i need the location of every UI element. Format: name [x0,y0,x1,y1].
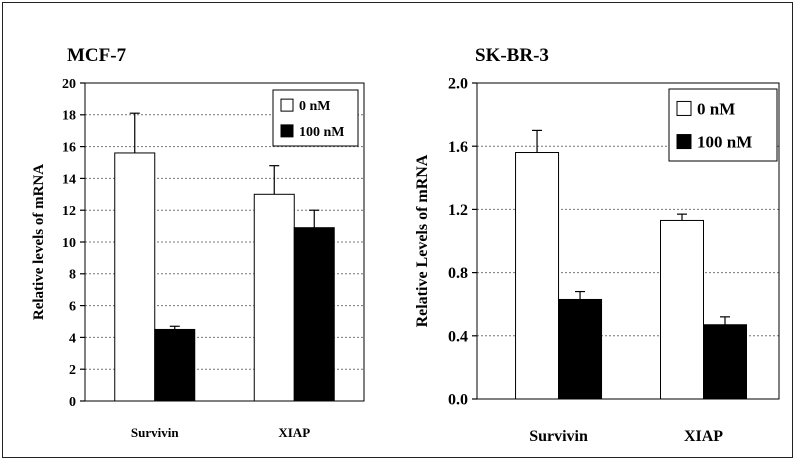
figure-canvas: MCF-7 Relative levels of mRNA 0 2 4 6 8 10 12 14 1… [31,45,780,445]
y-tick-label: 16 [62,141,76,156]
x-category-label: Survivin [529,428,588,445]
y-tick-label: 12 [62,204,76,219]
bar-xiap-0nm [660,219,704,400]
bar-survivin-0nm [114,152,156,402]
legend-label: 0 nM [697,99,735,118]
legend-label: 0 nM [299,99,331,114]
y-tick-label: 6 [69,300,76,315]
x-category-label: XIAP [684,428,723,445]
bar-xiap-0nm [253,193,295,402]
bar-xiap-100nm [703,324,747,400]
chart-panel-2: SK-BR-3 Relative Levels of mRNA 0.0 0.4 0.8 1… [414,45,780,445]
legend-swatch [676,100,692,116]
plot-area [476,82,780,400]
bar-survivin-100nm [558,298,603,400]
y-tick-label: 2.0 [448,76,468,93]
figure-frame: MCF-7 Relative levels of mRNA 0 2 4 6 8 10 12 14 1… [2,2,793,458]
y-tick-label: 4 [69,331,76,346]
x-category-label: Survivin [131,425,179,440]
y-tick-label: 0 [69,395,76,410]
y-tick-label: 2 [69,363,76,378]
bar-xiap-100nm [293,227,335,402]
legend-swatch [676,134,692,150]
bar-survivin-0nm [515,152,560,400]
chart-title: SK-BR-3 [475,45,549,66]
legend-label: 100 nM [299,125,345,140]
y-tick-label: 0.4 [448,328,468,345]
legend-swatch [280,124,294,138]
y-tick-label: 1.2 [448,202,468,219]
chart-panel-1: MCF-7 Relative levels of mRNA 0 2 4 6 8 10 12 14 1… [31,45,365,440]
y-tick-label: 18 [62,109,76,124]
y-tick-label: 0.0 [448,392,468,409]
y-tick-label: 14 [62,172,76,187]
x-category-label: XIAP [278,425,310,440]
legend-label: 100 nM [697,133,752,152]
plot-area [84,82,365,402]
chart-title: MCF-7 [67,45,127,66]
y-tick-label: 10 [62,236,76,251]
y-tick-label: 8 [69,268,76,283]
y-tick-label: 20 [62,77,76,92]
legend-swatch [280,98,294,112]
y-axis-label: Relative levels of mRNA [31,164,47,320]
y-tick-label: 0.8 [448,265,468,282]
y-axis-label: Relative Levels of mRNA [414,154,431,327]
y-tick-label: 1.6 [448,139,468,156]
bar-survivin-100nm [154,328,196,402]
